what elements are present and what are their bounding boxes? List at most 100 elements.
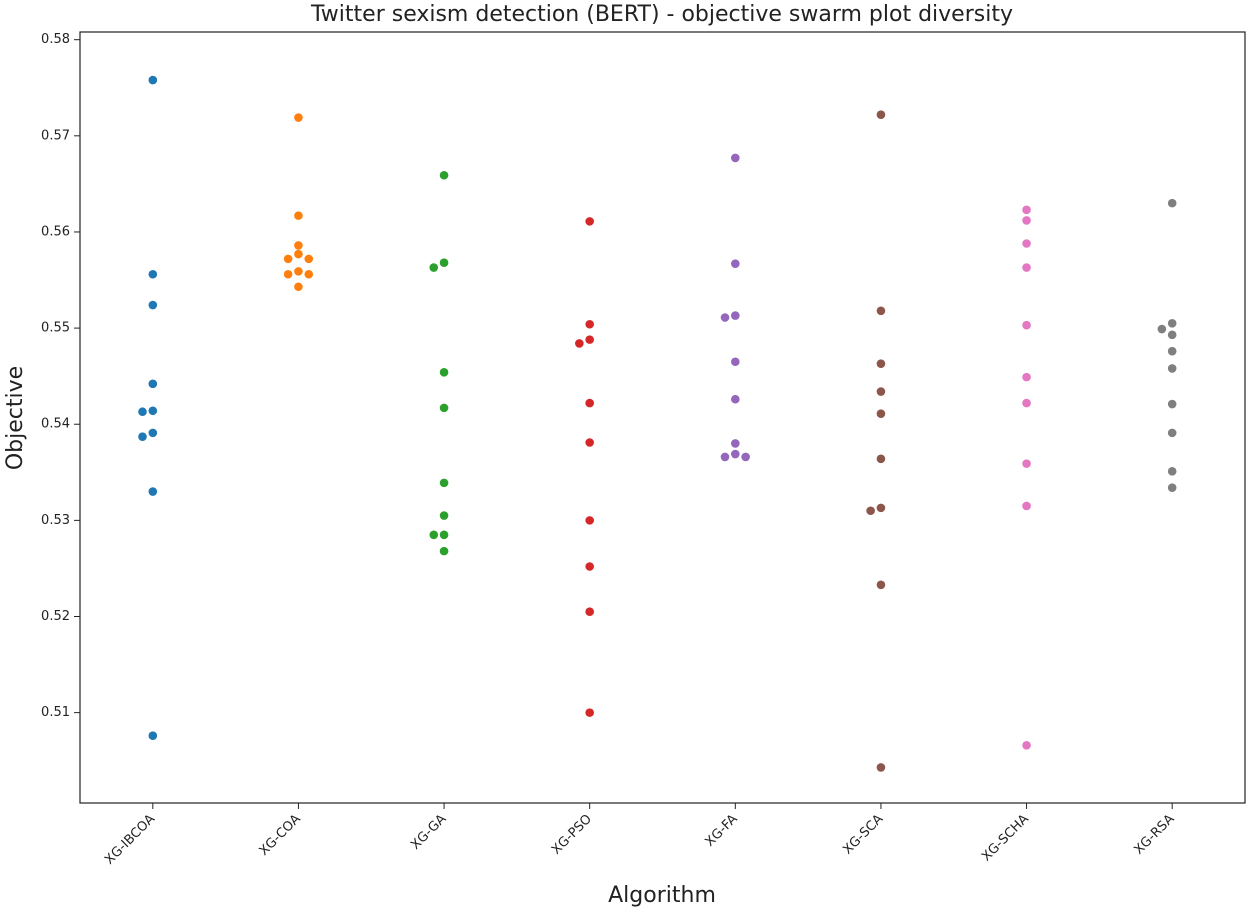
point (1022, 239, 1031, 248)
point (1167, 364, 1177, 373)
point (1022, 320, 1031, 330)
y-tick-label: 0.54 (41, 417, 70, 432)
point (876, 454, 886, 464)
point (294, 282, 303, 292)
point (731, 259, 740, 268)
point (439, 511, 449, 520)
x-tick-label: XG-SCHA (979, 812, 1032, 865)
point (741, 452, 750, 462)
x-tick-label: XG-SCA (840, 812, 886, 858)
point (1167, 399, 1177, 409)
y-tick-label: 0.51 (41, 705, 70, 720)
x-tick-label: XG-RSA (1131, 812, 1177, 858)
point (876, 503, 886, 513)
point (585, 335, 594, 344)
point (575, 339, 584, 348)
point (1022, 459, 1031, 468)
point (1022, 741, 1031, 750)
point (731, 394, 740, 404)
point (1022, 216, 1031, 225)
point (1167, 483, 1177, 492)
x-tick-label: XG-GA (408, 812, 449, 853)
point (731, 439, 740, 448)
point (304, 269, 314, 279)
point (876, 763, 886, 772)
point (585, 562, 594, 571)
point (1167, 467, 1177, 476)
point (304, 254, 314, 264)
point (731, 153, 740, 163)
point (283, 254, 293, 264)
point (439, 530, 449, 540)
point (1157, 324, 1167, 334)
y-tick-label: 0.56 (41, 224, 70, 239)
point (294, 241, 303, 250)
point (138, 432, 147, 442)
x-tick-label: XG-FA (703, 812, 741, 850)
point (1022, 205, 1031, 215)
point (585, 319, 594, 329)
point (1022, 501, 1031, 511)
point (876, 580, 886, 590)
x-tick-label: XG-COA (257, 812, 304, 859)
point (731, 449, 740, 459)
point (1167, 428, 1177, 438)
point (585, 398, 594, 408)
point (1022, 398, 1031, 408)
point (283, 269, 293, 279)
point (138, 407, 147, 417)
point (866, 506, 875, 516)
point (1167, 346, 1177, 356)
point (731, 357, 740, 367)
point (585, 607, 594, 616)
point (876, 306, 886, 316)
point (439, 258, 449, 268)
point (731, 311, 740, 320)
plot-frame (79, 31, 1246, 804)
x-axis-label: Algorithm (608, 883, 716, 908)
x-tick-label: XG-PSO (549, 812, 595, 858)
y-tick-label: 0.52 (41, 609, 70, 624)
point (148, 428, 158, 438)
point (876, 409, 886, 418)
point (148, 300, 158, 310)
point (429, 263, 439, 272)
chart-title: Twitter sexism detection (BERT) - object… (310, 2, 1013, 27)
point (294, 211, 303, 220)
point (148, 379, 158, 389)
point (148, 406, 158, 416)
point (148, 269, 158, 279)
y-tick-label: 0.57 (41, 128, 70, 143)
y-axis-label: Objective (3, 366, 28, 470)
point (294, 267, 303, 276)
point (439, 170, 449, 180)
point (585, 708, 594, 717)
point (148, 487, 158, 496)
y-tick-label: 0.55 (41, 321, 70, 336)
point (294, 113, 303, 122)
point (439, 478, 449, 488)
point (876, 110, 886, 119)
point (294, 249, 303, 259)
point (439, 403, 449, 413)
point (1167, 330, 1177, 340)
point (585, 516, 594, 525)
point (439, 546, 449, 556)
y-tick-label: 0.58 (41, 32, 70, 47)
point (148, 731, 158, 741)
point (720, 313, 730, 322)
point (1167, 318, 1177, 328)
point (720, 452, 730, 462)
point (876, 359, 886, 368)
point (585, 217, 594, 226)
point (1022, 372, 1031, 382)
point (439, 368, 449, 377)
point (1167, 198, 1177, 208)
point (1022, 263, 1031, 272)
point (148, 75, 158, 85)
point (429, 530, 439, 540)
point (876, 387, 886, 396)
y-tick-label: 0.53 (41, 513, 70, 528)
x-tick-label: XG-IBCOA (102, 812, 158, 868)
